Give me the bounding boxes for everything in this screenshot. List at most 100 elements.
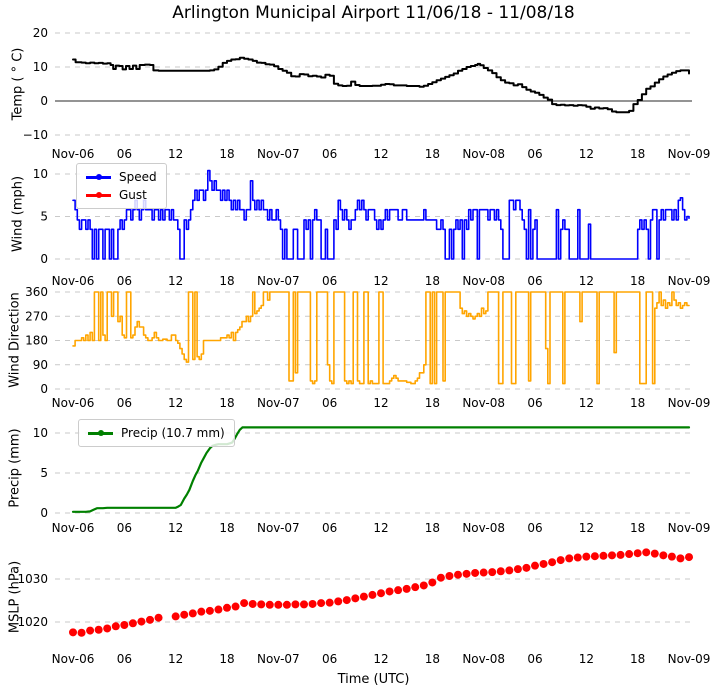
svg-text:18: 18 (630, 652, 645, 666)
svg-text:−10: −10 (23, 128, 48, 142)
svg-text:12: 12 (168, 652, 183, 666)
svg-text:12: 12 (168, 274, 183, 288)
svg-text:Nov-06: Nov-06 (52, 521, 95, 535)
svg-text:1020: 1020 (17, 615, 48, 629)
svg-text:Nov-08: Nov-08 (462, 274, 505, 288)
svg-text:Nov-08: Nov-08 (462, 147, 505, 161)
legend-speed-label: Speed (119, 169, 157, 184)
speed-line-swatch (86, 174, 111, 180)
svg-text:5: 5 (40, 210, 48, 224)
svg-text:0: 0 (40, 252, 48, 266)
svg-text:12: 12 (579, 274, 594, 288)
wind-axis-label: Wind (mph) (10, 175, 26, 253)
chart-title: Arlington Municipal Airport 11/06/18 - 1… (172, 3, 575, 23)
svg-text:06: 06 (322, 521, 337, 535)
svg-text:0: 0 (40, 506, 48, 520)
svg-text:Nov-06: Nov-06 (52, 147, 95, 161)
svg-text:12: 12 (168, 521, 183, 535)
svg-text:18: 18 (219, 521, 234, 535)
svg-text:Nov-07: Nov-07 (257, 274, 300, 288)
svg-text:Nov-09: Nov-09 (668, 396, 711, 410)
svg-text:18: 18 (630, 274, 645, 288)
svg-text:Nov-07: Nov-07 (257, 147, 300, 161)
svg-text:270: 270 (25, 309, 48, 323)
gust-line-swatch (86, 192, 111, 198)
precip-legend: Precip (10.7 mm) (78, 419, 235, 447)
svg-text:12: 12 (579, 521, 594, 535)
svg-text:18: 18 (425, 652, 440, 666)
svg-text:12: 12 (168, 147, 183, 161)
svg-text:Nov-09: Nov-09 (668, 521, 711, 535)
svg-text:18: 18 (219, 396, 234, 410)
svg-text:18: 18 (425, 274, 440, 288)
svg-text:360: 360 (25, 285, 48, 299)
svg-text:18: 18 (219, 147, 234, 161)
svg-text:12: 12 (373, 652, 388, 666)
legend-item-speed: Speed (86, 168, 157, 186)
svg-text:10: 10 (33, 426, 48, 440)
svg-text:06: 06 (117, 147, 132, 161)
svg-text:06: 06 (117, 652, 132, 666)
svg-text:10: 10 (33, 60, 48, 74)
precip-axis-label: Precip (mm) (7, 428, 23, 508)
svg-text:Nov-07: Nov-07 (257, 521, 300, 535)
svg-text:Nov-06: Nov-06 (52, 652, 95, 666)
svg-text:12: 12 (373, 147, 388, 161)
time-axis-label: Time (UTC) (337, 672, 410, 687)
svg-text:06: 06 (527, 396, 542, 410)
svg-text:12: 12 (373, 274, 388, 288)
svg-text:180: 180 (25, 334, 48, 348)
svg-text:12: 12 (373, 521, 388, 535)
svg-text:06: 06 (527, 652, 542, 666)
svg-text:18: 18 (425, 521, 440, 535)
svg-text:12: 12 (168, 396, 183, 410)
svg-text:06: 06 (117, 396, 132, 410)
temp-axis-label: Temp ( ° C) (10, 47, 26, 121)
svg-text:18: 18 (630, 521, 645, 535)
svg-text:12: 12 (373, 396, 388, 410)
wind-legend: Speed Gust (76, 163, 167, 209)
svg-text:Nov-08: Nov-08 (462, 396, 505, 410)
svg-text:Nov-09: Nov-09 (668, 274, 711, 288)
svg-text:18: 18 (219, 274, 234, 288)
svg-text:18: 18 (630, 147, 645, 161)
svg-text:06: 06 (322, 652, 337, 666)
mslp-axis-label: MSLP (hPa) (7, 560, 23, 634)
svg-text:0: 0 (40, 94, 48, 108)
svg-text:06: 06 (527, 274, 542, 288)
svg-text:90: 90 (33, 358, 48, 372)
svg-text:5: 5 (40, 466, 48, 480)
precip-line-swatch (88, 430, 113, 436)
svg-text:06: 06 (117, 521, 132, 535)
svg-text:06: 06 (322, 274, 337, 288)
svg-text:Nov-06: Nov-06 (52, 396, 95, 410)
svg-text:06: 06 (322, 147, 337, 161)
legend-item-precip: Precip (10.7 mm) (88, 424, 225, 442)
svg-text:Nov-09: Nov-09 (668, 652, 711, 666)
svg-text:12: 12 (579, 396, 594, 410)
svg-text:Nov-06: Nov-06 (52, 274, 95, 288)
svg-text:06: 06 (117, 274, 132, 288)
svg-text:Nov-07: Nov-07 (257, 652, 300, 666)
svg-text:12: 12 (579, 147, 594, 161)
svg-text:06: 06 (527, 521, 542, 535)
svg-text:12: 12 (579, 652, 594, 666)
legend-gust-label: Gust (119, 187, 147, 202)
svg-text:Nov-09: Nov-09 (668, 147, 711, 161)
svg-text:Nov-07: Nov-07 (257, 396, 300, 410)
svg-text:Nov-08: Nov-08 (462, 521, 505, 535)
legend-item-gust: Gust (86, 186, 157, 204)
svg-text:06: 06 (322, 396, 337, 410)
svg-text:Nov-08: Nov-08 (462, 652, 505, 666)
svg-text:20: 20 (33, 26, 48, 40)
svg-text:0: 0 (40, 382, 48, 396)
direction-axis-label: Wind Direction (7, 292, 23, 388)
svg-text:06: 06 (527, 147, 542, 161)
svg-text:18: 18 (425, 147, 440, 161)
legend-precip-label: Precip (10.7 mm) (121, 425, 225, 440)
svg-text:18: 18 (630, 396, 645, 410)
svg-text:18: 18 (425, 396, 440, 410)
svg-text:18: 18 (219, 652, 234, 666)
